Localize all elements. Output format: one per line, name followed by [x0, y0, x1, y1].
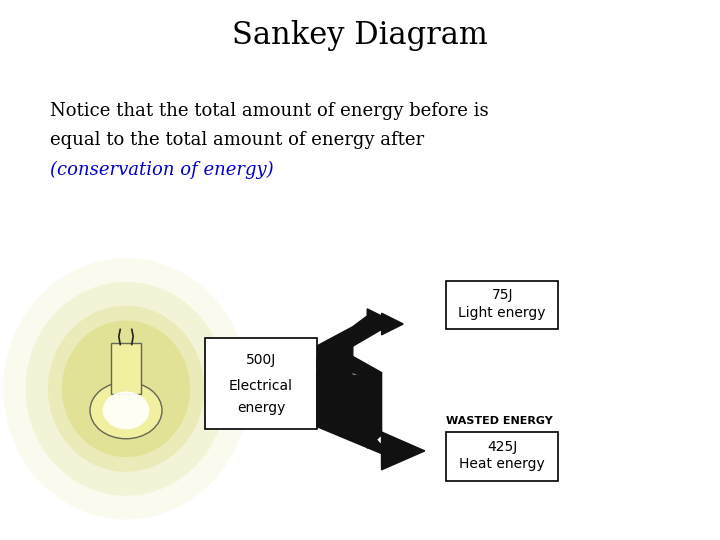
FancyBboxPatch shape [446, 281, 558, 329]
Ellipse shape [90, 382, 162, 438]
Text: Light energy: Light energy [459, 306, 546, 320]
Text: 500J: 500J [246, 353, 276, 367]
Text: Sankey Diagram: Sankey Diagram [232, 19, 488, 51]
Text: Heat energy: Heat energy [459, 457, 545, 471]
Polygon shape [318, 309, 418, 467]
Text: 75J: 75J [492, 288, 513, 302]
Ellipse shape [25, 282, 226, 496]
Ellipse shape [3, 258, 249, 519]
Polygon shape [317, 370, 425, 470]
Ellipse shape [102, 392, 150, 429]
Text: energy: energy [237, 401, 285, 415]
Text: Notice that the total amount of energy before is: Notice that the total amount of energy b… [50, 102, 489, 120]
Ellipse shape [48, 306, 204, 472]
Text: equal to the total amount of energy after: equal to the total amount of energy afte… [50, 131, 425, 150]
Text: Electrical: Electrical [229, 379, 293, 393]
FancyBboxPatch shape [446, 432, 558, 481]
FancyBboxPatch shape [111, 343, 141, 394]
Text: WASTED ENERGY: WASTED ENERGY [446, 416, 553, 426]
Polygon shape [317, 313, 403, 367]
Text: (conservation of energy): (conservation of energy) [50, 161, 274, 179]
FancyBboxPatch shape [205, 338, 317, 429]
Text: 425J: 425J [487, 440, 518, 454]
Ellipse shape [62, 321, 190, 457]
